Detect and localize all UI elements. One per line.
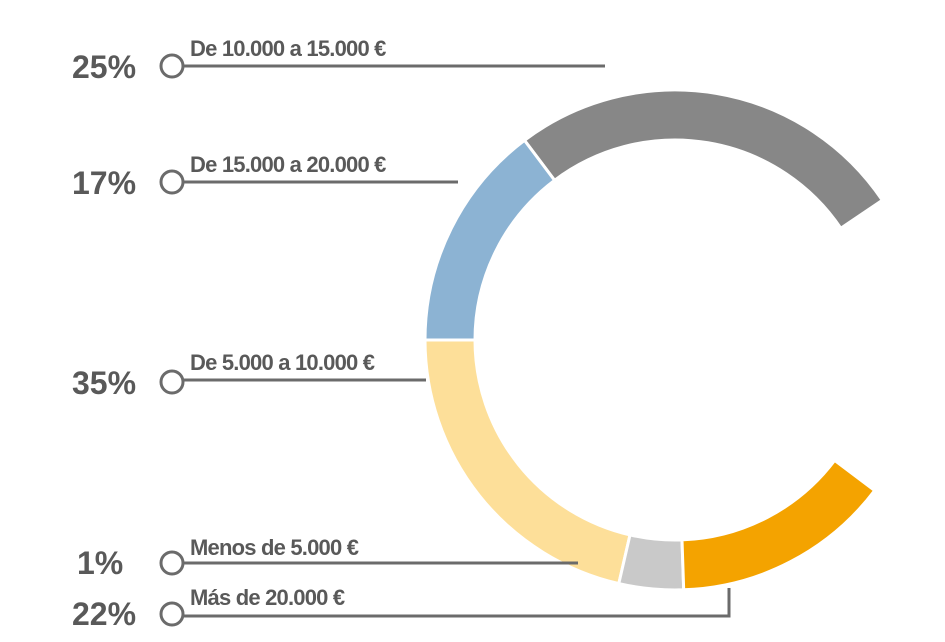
category-labels: De 10.000 a 15.000 € De 15.000 a 20.000 … — [190, 36, 387, 610]
category-label-10000-15000: De 10.000 a 15.000 € — [190, 36, 386, 61]
marker-mas-20000 — [159, 601, 185, 627]
marker-menos-5000 — [159, 550, 185, 576]
category-label-mas-20000: Más de 20.000 € — [190, 585, 345, 610]
category-label-15000-20000: De 15.000 a 20.000 € — [190, 152, 386, 177]
arc-segment-15000-20000 — [423, 138, 557, 342]
percent-labels: 25% 17% 35% 1% 22% — [72, 49, 136, 632]
category-label-5000-10000: De 5.000 a 10.000 € — [190, 350, 375, 375]
percent-label-15000-20000: 17% — [72, 165, 136, 201]
arc-segment-10000-15000 — [522, 88, 885, 231]
marker-5000-10000 — [159, 369, 185, 395]
arc-segments — [423, 88, 885, 592]
marker-15000-20000 — [159, 169, 185, 195]
percent-label-mas-20000: 22% — [72, 596, 136, 632]
leader-lines — [172, 64, 731, 618]
arc-segment-menos-5000 — [617, 533, 686, 592]
leader-line-mas-20000 — [172, 588, 731, 618]
percent-label-5000-10000: 35% — [72, 365, 136, 401]
arc-segment-5000-10000 — [423, 338, 632, 586]
arc-segment-mas-20000 — [680, 458, 877, 592]
percent-label-menos-5000: 1% — [77, 545, 123, 581]
category-label-menos-5000: Menos de 5.000 € — [190, 535, 359, 560]
percent-label-10000-15000: 25% — [72, 49, 136, 85]
markers — [159, 53, 185, 627]
marker-10000-15000 — [159, 53, 185, 79]
